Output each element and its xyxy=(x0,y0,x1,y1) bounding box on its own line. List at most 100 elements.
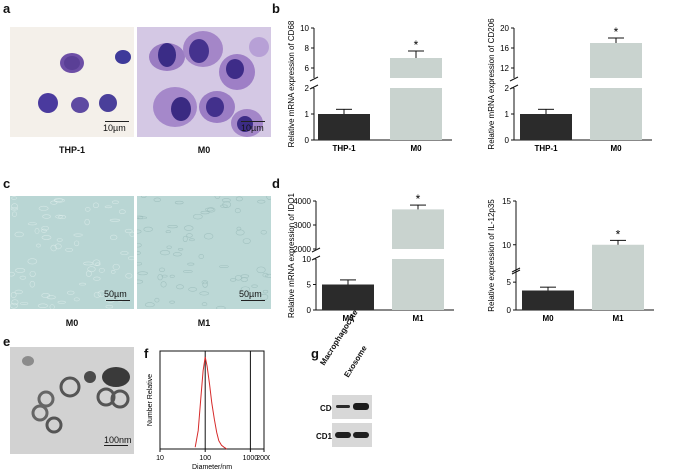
axis-break-mark xyxy=(511,269,521,275)
cell-texture xyxy=(29,280,35,288)
wb-cd63-band-macrophagocyte xyxy=(336,405,350,408)
cell-texture xyxy=(202,281,208,288)
cell-texture xyxy=(266,196,271,200)
cell-texture xyxy=(251,284,258,288)
y-tick-label: 16 xyxy=(500,44,509,53)
western-blot-column-labels: Macrophagocyte Exosome xyxy=(318,308,392,396)
significance-marker: * xyxy=(616,227,621,241)
cell-texture xyxy=(216,305,226,309)
cell-texture xyxy=(49,304,55,309)
plot-frame xyxy=(159,350,265,450)
cell-texture xyxy=(137,229,142,234)
cell-texture xyxy=(174,200,184,205)
cell-texture xyxy=(137,242,142,248)
cell-texture xyxy=(79,282,87,286)
cell-texture xyxy=(41,235,52,240)
cell-texture xyxy=(112,263,120,271)
cell-texture xyxy=(10,207,18,211)
cell-texture xyxy=(187,262,195,266)
cell-texture xyxy=(42,214,51,219)
cell-texture xyxy=(92,259,101,266)
panel-d-letter: d xyxy=(272,176,280,191)
cell-texture xyxy=(41,225,49,231)
cell-texture xyxy=(203,233,214,240)
cell-texture xyxy=(105,296,116,303)
c-m0-micrograph: 50µm xyxy=(10,196,134,309)
cell-texture xyxy=(214,196,221,199)
y-tick-label: 4000 xyxy=(293,197,311,206)
cell-texture xyxy=(172,252,182,257)
cell-texture xyxy=(104,205,112,209)
x-tick-label: M0 xyxy=(542,314,554,323)
y-tick-label: 1 xyxy=(505,110,510,119)
cell-texture xyxy=(124,228,133,234)
cell-texture xyxy=(219,265,229,269)
cell-texture xyxy=(234,275,242,281)
panel-f-letter: f xyxy=(144,346,149,361)
cell-texture xyxy=(192,213,203,220)
cell-texture xyxy=(137,271,148,276)
cell-texture xyxy=(141,196,147,198)
cell-texture xyxy=(105,304,114,309)
cell-texture xyxy=(87,266,96,273)
axis-break-mark xyxy=(509,76,519,82)
bar-M0-lower xyxy=(390,88,442,140)
wb-row-cd181: CD181 xyxy=(316,432,341,441)
cell-texture xyxy=(11,211,18,217)
cell-texture xyxy=(10,292,17,298)
wb-cd63-blot xyxy=(332,395,372,419)
cell-texture xyxy=(165,230,171,234)
x-tick-label: M0 xyxy=(342,314,354,323)
cell-texture xyxy=(183,270,193,273)
cell-texture xyxy=(137,215,144,220)
wb-row-cd63: CD63 xyxy=(320,404,341,413)
y-axis-label: Relative mRNA expression of IDO1 xyxy=(287,192,296,317)
y-tick-label: 0 xyxy=(507,306,512,315)
y-tick-label: 2 xyxy=(505,84,510,93)
cell-texture xyxy=(188,287,198,292)
bar-M1-upper xyxy=(392,209,444,249)
cell-texture xyxy=(167,225,178,229)
y-tick-label: 0 xyxy=(505,136,510,145)
m0-scale-bar xyxy=(241,121,265,122)
cell-texture xyxy=(41,228,47,233)
tem-scale-label: 100nm xyxy=(104,435,132,445)
cell-texture xyxy=(201,302,208,307)
c-m1-scale-bar xyxy=(241,300,265,301)
bar-M1-lower xyxy=(592,271,644,310)
panel-c-letter: c xyxy=(3,176,11,191)
y-tick-label: 12 xyxy=(500,64,509,73)
thp1-caption: THP-1 xyxy=(58,145,85,155)
cell-texture xyxy=(74,240,80,247)
y-tick-label: 2 xyxy=(305,84,310,93)
cell-texture xyxy=(201,280,209,285)
y-axis-label: Relative mRNA expression of CD206 xyxy=(487,18,496,150)
cell-texture xyxy=(222,201,232,208)
cell-texture xyxy=(85,270,92,277)
cell-texture xyxy=(235,229,245,236)
panel-g-letter: g xyxy=(311,346,319,361)
cell-texture xyxy=(14,231,24,238)
cell-texture xyxy=(158,267,166,272)
cell-texture xyxy=(176,284,184,290)
bar-M0-lower xyxy=(590,88,642,140)
cell-texture xyxy=(56,238,63,242)
cell-texture xyxy=(117,297,123,303)
cell-texture xyxy=(112,200,119,204)
wb-cd63-band-exosome xyxy=(353,403,369,410)
wb-cd181-blot xyxy=(332,423,372,447)
cell-texture xyxy=(137,279,144,284)
cell-texture xyxy=(14,289,23,295)
x-axis-label: Diameter/nm xyxy=(192,464,232,471)
cell-texture xyxy=(137,261,143,266)
bar-M0 xyxy=(322,284,374,310)
cell-texture xyxy=(265,273,271,278)
cell-texture xyxy=(144,302,155,308)
c-m0-scale-label: 50µm xyxy=(104,289,127,299)
cell-texture xyxy=(10,271,15,277)
cell-texture xyxy=(127,256,134,261)
cell-texture xyxy=(262,289,269,294)
x-tick-label: THP-1 xyxy=(332,144,356,153)
